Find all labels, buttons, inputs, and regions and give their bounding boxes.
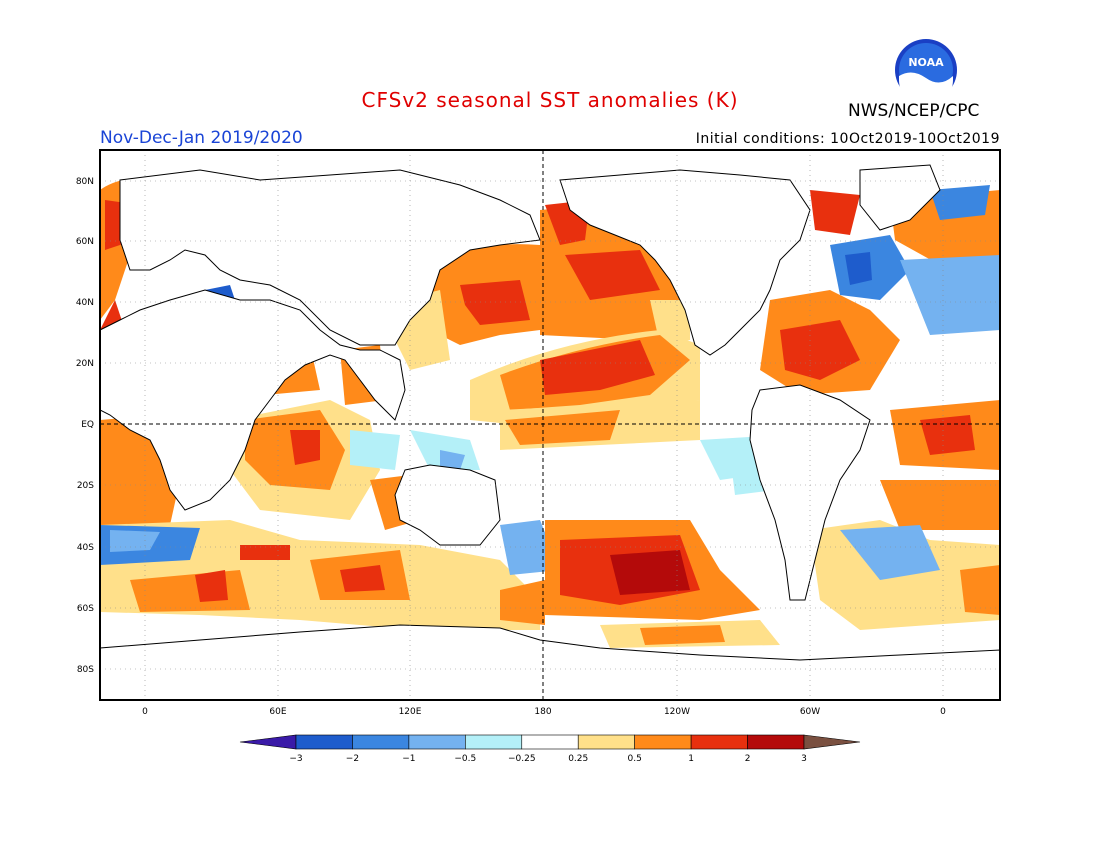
agency-label: NWS/NCEP/CPC [848, 101, 980, 121]
lat-label: 80N [76, 177, 94, 187]
lat-label: 40S [77, 543, 94, 553]
colorbar-box [408, 734, 466, 750]
lat-label: EQ [81, 420, 94, 430]
colorbar-label: 2 [745, 754, 751, 764]
colorbar: −3 −2 −1 −0.5 −0.25 0.25 0.5 1 2 3 [239, 734, 861, 764]
lat-axis: 80N 60N 40N 20N EQ 20S 40S 60S 80S [76, 177, 94, 675]
lon-label: 120E [399, 707, 422, 717]
colorbar-arrow-low [239, 734, 297, 750]
colorbar-label: −1 [402, 754, 415, 764]
season-label: Nov-Dec-Jan 2019/2020 [100, 128, 303, 148]
lon-label: 120W [664, 707, 690, 717]
initial-conditions-label: Initial conditions: 10Oct2019-10Oct2019 [695, 131, 1000, 147]
colorbar-label: 1 [688, 754, 694, 764]
map-title: CFSv2 seasonal SST anomalies (K) [361, 88, 739, 112]
lat-label: 40N [76, 298, 94, 308]
anomaly-field [100, 177, 1000, 648]
lat-label: 20N [76, 359, 94, 369]
colorbar-label: −2 [346, 754, 359, 764]
lon-axis: 0 60E 120E 180 120W 60W 0 [142, 707, 946, 717]
colorbar-box [465, 734, 523, 750]
colorbar-box [295, 734, 353, 750]
lon-label: 180 [534, 707, 551, 717]
lat-label: 20S [77, 481, 94, 491]
colorbar-label: 3 [801, 754, 807, 764]
logo-text: NOAA [908, 56, 944, 69]
colorbar-label: −0.5 [454, 754, 476, 764]
gridlines [100, 150, 1000, 700]
lon-label: 60E [269, 707, 286, 717]
lon-label: 60W [800, 707, 820, 717]
colorbar-box [577, 734, 635, 750]
lat-label: 60S [77, 604, 94, 614]
lat-label: 60N [76, 237, 94, 247]
colorbar-arrow-high [803, 734, 861, 750]
colorbar-box [747, 734, 805, 750]
colorbar-box [634, 734, 692, 750]
lon-label: 0 [940, 707, 946, 717]
colorbar-label: 0.5 [628, 754, 642, 764]
colorbar-box [521, 734, 579, 750]
map-frame [99, 149, 1001, 701]
noaa-logo: NOAA [894, 38, 958, 107]
colorbar-label: −3 [289, 754, 302, 764]
lat-label: 80S [77, 665, 94, 675]
lon-label: 0 [142, 707, 148, 717]
continent-outlines [99, 164, 1001, 701]
colorbar-box [690, 734, 748, 750]
colorbar-label: −0.25 [508, 754, 536, 764]
colorbar-label: 0.25 [568, 754, 588, 764]
colorbar-box [352, 734, 410, 750]
